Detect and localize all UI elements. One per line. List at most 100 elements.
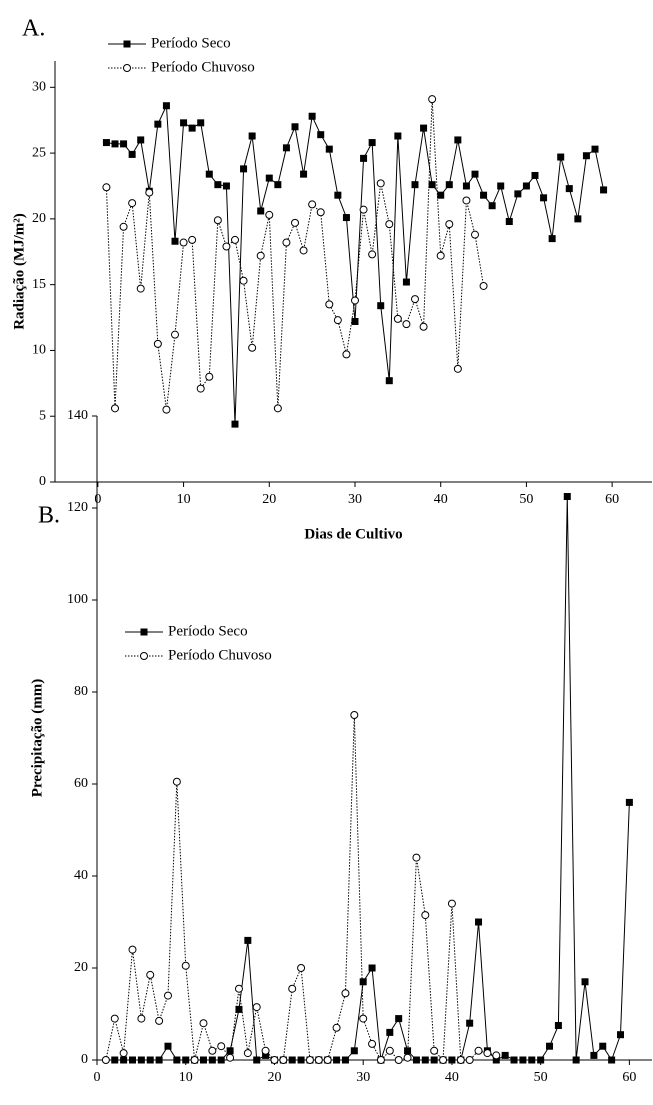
data-point [385, 220, 394, 229]
data-point [385, 377, 393, 385]
data-point [164, 1042, 172, 1050]
data-point [314, 1056, 323, 1064]
data-point [501, 1051, 509, 1059]
data-point [492, 1056, 500, 1064]
data-point [474, 1046, 483, 1055]
data-point [404, 1047, 412, 1055]
data-point [600, 186, 608, 194]
data-point [308, 200, 317, 209]
data-point [248, 132, 256, 140]
data-point [256, 251, 265, 260]
data-point [420, 124, 428, 132]
data-point [430, 1046, 439, 1055]
data-point [179, 238, 188, 247]
data-point [265, 210, 274, 219]
data-point [465, 1056, 474, 1064]
data-point [128, 1056, 136, 1064]
data-point [419, 322, 428, 331]
data-point [608, 1056, 616, 1064]
data-point [128, 199, 137, 208]
data-point [146, 970, 155, 979]
series-line [105, 99, 485, 410]
y-tick-label: 60 [74, 776, 88, 791]
data-point [342, 214, 350, 222]
data-point [291, 218, 299, 227]
legend-label: Período Seco [151, 35, 231, 51]
data-point [376, 179, 385, 188]
data-point [208, 1056, 216, 1064]
x-tick-label: 40 [434, 492, 448, 507]
data-point [445, 181, 453, 189]
data-point [462, 182, 470, 190]
data-point [563, 493, 571, 500]
data-point [445, 220, 454, 229]
data-point [497, 182, 505, 190]
data-point [262, 1051, 270, 1059]
data-point [205, 170, 213, 178]
data-point [537, 1056, 545, 1064]
y-tick-label: 140 [67, 408, 88, 423]
data-point [510, 1056, 518, 1064]
data-point [333, 316, 342, 325]
data-point [248, 343, 257, 352]
y-tick-label: 100 [67, 592, 88, 607]
x-tick-label: 0 [94, 1070, 101, 1085]
data-point [428, 181, 436, 189]
data-point [297, 1056, 305, 1064]
x-tick-label: 50 [519, 492, 533, 507]
data-point [111, 1056, 119, 1064]
data-point [155, 1016, 164, 1025]
legend-label: Período Chuvoso [168, 647, 272, 663]
data-point [412, 853, 421, 862]
data-point [531, 171, 539, 179]
x-tick-label: 10 [177, 492, 191, 507]
legend-label: Período Seco [168, 623, 248, 639]
data-point [145, 188, 154, 197]
data-point [334, 191, 342, 199]
data-point [182, 1056, 190, 1064]
data-point [214, 181, 222, 189]
data-point [436, 251, 445, 260]
data-point [288, 984, 297, 993]
x-tick-label: 60 [605, 492, 619, 507]
data-point [462, 196, 471, 205]
data-point [235, 1005, 243, 1013]
data-point [226, 1047, 234, 1055]
data-point [231, 235, 239, 244]
data-point [402, 320, 411, 329]
data-point [479, 281, 488, 290]
data-point [173, 1056, 181, 1064]
data-point [591, 145, 599, 153]
data-point [291, 123, 299, 131]
data-point [119, 222, 128, 231]
y-tick-label: 0 [81, 1052, 88, 1067]
data-point [111, 404, 119, 413]
data-point [244, 936, 252, 944]
y-tick-label: 20 [74, 960, 88, 975]
x-tick-label: 40 [445, 1070, 459, 1085]
y-tick-label: 120 [67, 500, 88, 515]
x-tick-label: 20 [262, 492, 276, 507]
y-tick-label: 30 [32, 80, 46, 95]
data-point [448, 1056, 456, 1064]
data-point [265, 174, 273, 182]
y-tick-label: 15 [32, 277, 46, 292]
data-point [351, 317, 359, 325]
data-point [402, 278, 410, 286]
data-point [447, 899, 456, 908]
x-axis-label: Dias de Cultivo [304, 526, 402, 542]
data-point [421, 911, 430, 920]
data-point [403, 1053, 412, 1062]
data-point [119, 1049, 128, 1058]
data-point [136, 284, 145, 293]
data-point [154, 120, 162, 128]
data-point [350, 711, 359, 719]
x-tick-label: 30 [348, 492, 362, 507]
data-point [317, 131, 325, 139]
data-point [557, 153, 565, 161]
data-point [376, 1056, 385, 1064]
x-tick-label: 20 [267, 1070, 281, 1085]
data-point [213, 216, 222, 225]
data-point [162, 405, 171, 414]
